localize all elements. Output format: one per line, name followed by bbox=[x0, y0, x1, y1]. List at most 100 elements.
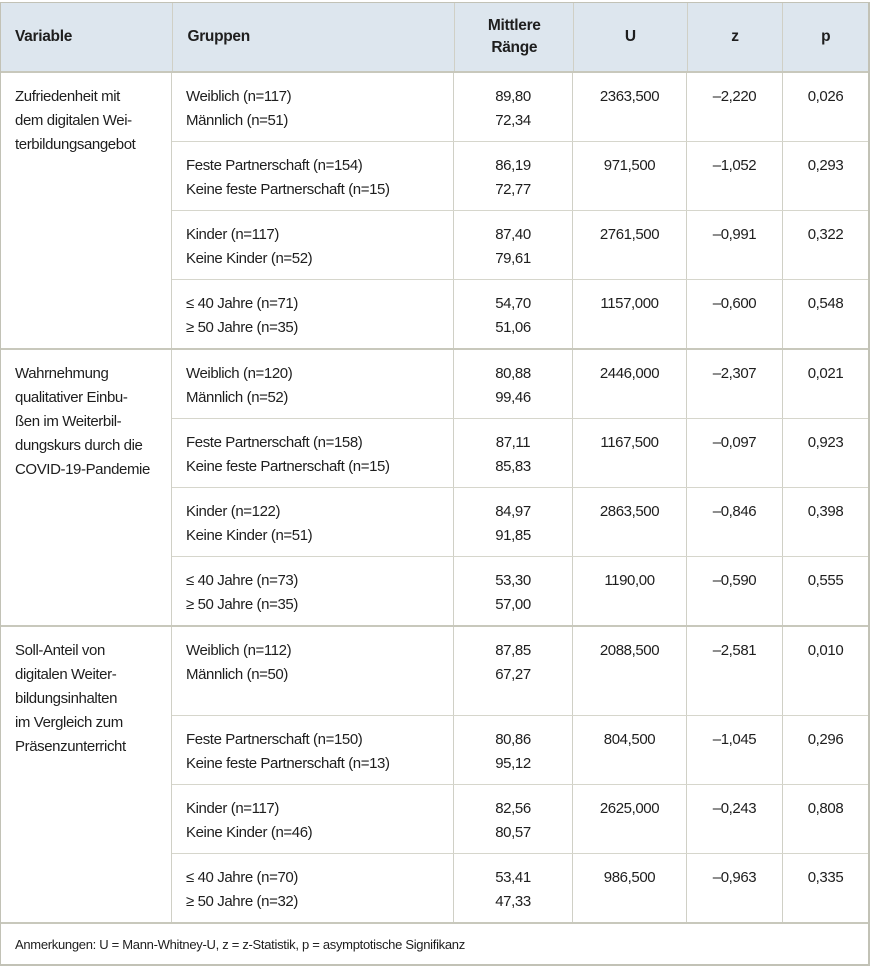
group-b: Keine Kinder (n=52) bbox=[186, 250, 313, 267]
groups-cell: Weiblich (n=117) Männlich (n=51) bbox=[172, 73, 454, 141]
u-cell: 2625,000 bbox=[573, 785, 687, 853]
u-cell: 986,500 bbox=[573, 854, 687, 922]
rank-a: 87,11 bbox=[495, 434, 531, 451]
groups-cell: Weiblich (n=120) Männlich (n=52) bbox=[172, 350, 454, 418]
rank-b: 51,06 bbox=[495, 319, 531, 336]
header-mittlere-raenge-line1: Mittlere bbox=[487, 17, 541, 34]
variable-label: Soll-Anteil von digitalen Weiter-bildungs… bbox=[1, 627, 172, 922]
rank-a: 86,19 bbox=[495, 157, 531, 174]
p-cell: 0,293 bbox=[807, 157, 844, 174]
table-row: Kinder (n=117) Keine Kinder (n=46) 82,56… bbox=[172, 785, 868, 854]
group-a: Kinder (n=117) bbox=[186, 226, 279, 243]
header-gruppen: Gruppen bbox=[173, 3, 456, 71]
group-b: Keine Kinder (n=51) bbox=[186, 527, 313, 544]
group-b: ≥ 50 Jahre (n=35) bbox=[186, 596, 298, 613]
table-row: Weiblich (n=117) Männlich (n=51) 89,80 7… bbox=[172, 73, 868, 142]
u-cell: 2446,000 bbox=[573, 350, 687, 418]
group-b: Männlich (n=50) bbox=[186, 666, 288, 683]
rank-a: 80,86 bbox=[495, 731, 531, 748]
rank-a: 84,97 bbox=[495, 503, 531, 520]
groups-cell: Feste Partnerschaft (n=154) Keine feste … bbox=[172, 142, 454, 210]
group-a: Kinder (n=117) bbox=[186, 800, 279, 817]
variable-label-line: ßen im Weiterbil- bbox=[15, 413, 122, 430]
rank-b: 57,00 bbox=[495, 596, 531, 613]
ranks-cell: 80,88 99,46 bbox=[454, 350, 573, 418]
variable-label-line: digitalen Weiter- bbox=[15, 666, 117, 683]
rank-a: 89,80 bbox=[495, 88, 531, 105]
u-cell: 2363,500 bbox=[573, 73, 687, 141]
header-mittlere-raenge-line2: Ränge bbox=[491, 39, 538, 56]
table-row: ≤ 40 Jahre (n=73) ≥ 50 Jahre (n=35) 53,3… bbox=[172, 557, 868, 625]
header-mittlere-raenge: Mittlere Ränge bbox=[455, 3, 575, 71]
z-cell: –0,097 bbox=[687, 419, 783, 487]
group-b: Keine feste Partnerschaft (n=15) bbox=[186, 458, 390, 475]
groups-cell: Kinder (n=117) Keine Kinder (n=52) bbox=[172, 211, 454, 279]
variable-block: Zufriedenheit mit dem digitalen Wei-terbi… bbox=[1, 73, 868, 350]
p-cell: 0,548 bbox=[807, 295, 844, 312]
group-a: Weiblich (n=117) bbox=[186, 88, 292, 105]
ranks-cell: 53,30 57,00 bbox=[454, 557, 573, 625]
ranks-cell: 86,19 72,77 bbox=[454, 142, 573, 210]
groups-cell: ≤ 40 Jahre (n=71) ≥ 50 Jahre (n=35) bbox=[172, 280, 454, 348]
rank-b: 72,77 bbox=[495, 181, 531, 198]
ranks-cell: 82,56 80,57 bbox=[454, 785, 573, 853]
rank-b: 67,27 bbox=[495, 666, 531, 683]
ranks-cell: 84,97 91,85 bbox=[454, 488, 573, 556]
table-row: Kinder (n=117) Keine Kinder (n=52) 87,40… bbox=[172, 211, 868, 280]
group-b: Männlich (n=51) bbox=[186, 112, 288, 129]
group-a: Kinder (n=122) bbox=[186, 503, 281, 520]
group-a: Weiblich (n=120) bbox=[186, 365, 293, 382]
p-cell: 0,296 bbox=[807, 731, 844, 748]
rank-a: 54,70 bbox=[495, 295, 531, 312]
p-cell: 0,322 bbox=[807, 226, 844, 243]
group-b: ≥ 50 Jahre (n=35) bbox=[186, 319, 298, 336]
group-a: ≤ 40 Jahre (n=73) bbox=[186, 572, 298, 589]
z-cell: –0,600 bbox=[687, 280, 783, 348]
rank-b: 72,34 bbox=[495, 112, 531, 129]
group-b: Keine Kinder (n=46) bbox=[186, 824, 313, 841]
variable-label: Wahrnehmung qualitativer Einbu-ßen im Wei… bbox=[1, 350, 172, 625]
rank-b: 47,33 bbox=[495, 893, 531, 910]
rank-b: 79,61 bbox=[495, 250, 531, 267]
ranks-cell: 53,41 47,33 bbox=[454, 854, 573, 922]
u-cell: 1157,000 bbox=[573, 280, 687, 348]
rank-a: 87,40 bbox=[495, 226, 531, 243]
header-variable: Variable bbox=[1, 3, 174, 71]
groups-cell: Kinder (n=117) Keine Kinder (n=46) bbox=[172, 785, 454, 853]
group-a: ≤ 40 Jahre (n=71) bbox=[186, 295, 298, 312]
u-cell: 2761,500 bbox=[573, 211, 687, 279]
z-cell: –0,963 bbox=[687, 854, 783, 922]
variable-label-line: Präsenzunterricht bbox=[15, 738, 126, 755]
z-cell: –1,052 bbox=[687, 142, 783, 210]
variable-label-line: Zufriedenheit mit bbox=[15, 88, 120, 105]
header-z: z bbox=[688, 3, 784, 71]
rank-a: 53,30 bbox=[495, 572, 531, 589]
p-cell: 0,923 bbox=[807, 434, 844, 451]
z-cell: –2,307 bbox=[687, 350, 783, 418]
groups-cell: Feste Partnerschaft (n=158) Keine feste … bbox=[172, 419, 454, 487]
table-row: Feste Partnerschaft (n=158) Keine feste … bbox=[172, 419, 868, 488]
rank-a: 87,85 bbox=[495, 642, 531, 659]
group-b: Keine feste Partnerschaft (n=15) bbox=[186, 181, 390, 198]
group-a: ≤ 40 Jahre (n=70) bbox=[186, 869, 298, 886]
group-a: Feste Partnerschaft (n=158) bbox=[186, 434, 363, 451]
group-a: Feste Partnerschaft (n=150) bbox=[186, 731, 363, 748]
group-b: Männlich (n=52) bbox=[186, 389, 288, 406]
rank-b: 91,85 bbox=[495, 527, 531, 544]
ranks-cell: 87,85 67,27 bbox=[454, 627, 573, 715]
table-row: Feste Partnerschaft (n=150) Keine feste … bbox=[172, 716, 868, 785]
header-p: p bbox=[821, 28, 831, 45]
u-cell: 2863,500 bbox=[573, 488, 687, 556]
groups-cell: Weiblich (n=112) Männlich (n=50) bbox=[172, 627, 454, 715]
rank-a: 53,41 bbox=[495, 869, 531, 886]
variable-label-line: bildungsinhalten bbox=[15, 690, 118, 707]
table-row: ≤ 40 Jahre (n=70) ≥ 50 Jahre (n=32) 53,4… bbox=[172, 854, 868, 922]
table-header: Variable Gruppen Mittlere Ränge U z p bbox=[1, 3, 868, 73]
p-cell: 0,010 bbox=[807, 642, 844, 659]
table-footnote: Anmerkungen: U = Mann-Whitney-U, z = z-S… bbox=[15, 936, 465, 952]
header-u: U bbox=[574, 3, 688, 71]
rank-b: 99,46 bbox=[495, 389, 531, 406]
z-cell: –0,243 bbox=[687, 785, 783, 853]
p-cell: 0,398 bbox=[807, 503, 844, 520]
